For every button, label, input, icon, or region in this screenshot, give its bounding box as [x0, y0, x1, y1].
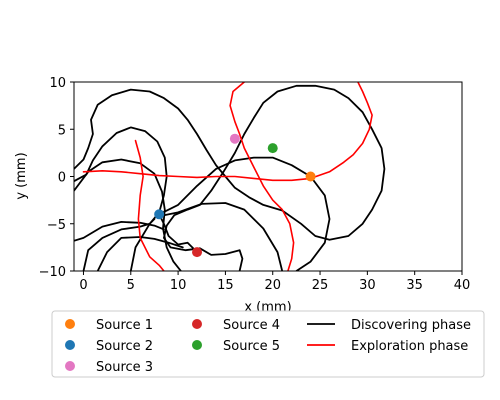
exploration-phase-path-2 [229, 82, 295, 271]
exploration-phase-path-0 [82, 82, 373, 182]
y-tick-label: −5 [47, 218, 66, 233]
discovering-phase-path-8 [74, 84, 386, 271]
source-2-point [154, 209, 165, 220]
discovering-phase-path-0 [74, 221, 165, 242]
legend-box [51, 310, 485, 378]
axis-ticks: 0 5 10 15 20 25 30 35 40 −10 −5 0 5 10 [39, 76, 471, 293]
x-tick-label: 25 [312, 278, 329, 293]
x-tick-label: 40 [454, 278, 471, 293]
source-1-legend-label: Source 1 [96, 318, 153, 333]
source-1-legend-marker [65, 319, 75, 329]
source-3-legend-marker [65, 361, 75, 371]
source-3-point [229, 133, 240, 144]
x-tick-label: 35 [406, 278, 423, 293]
y-tick-label: −10 [39, 265, 66, 280]
x-tick-label: 15 [217, 278, 234, 293]
source-1-point [305, 171, 316, 182]
source-4-point [192, 247, 203, 258]
source-4-legend-marker [192, 319, 202, 329]
x-tick-label: 30 [359, 278, 376, 293]
source-points [154, 133, 316, 258]
discovering-phase-path-7 [74, 158, 182, 271]
x-tick-label: 5 [127, 278, 135, 293]
x-tick-label: 0 [79, 278, 87, 293]
source-5-legend-label: Source 5 [223, 339, 280, 354]
exploration-phase-legend-label: Exploration phase [351, 339, 468, 354]
source-3-legend-label: Source 3 [96, 360, 153, 375]
y-tick-label: 5 [58, 123, 66, 138]
legend: Source 1 Source 2 Source 3 Source 4 Source 5… [51, 310, 485, 378]
source-4-legend-label: Source 4 [223, 318, 280, 333]
plot-data [74, 82, 386, 271]
x-tick-label: 20 [264, 278, 281, 293]
discovering-phase-legend-label: Discovering phase [351, 318, 471, 333]
x-tick-label: 10 [170, 278, 187, 293]
y-tick-label: 10 [49, 76, 66, 91]
source-5-legend-marker [192, 340, 202, 350]
exploration-phase-path-1 [134, 139, 165, 271]
source-2-legend-marker [65, 340, 75, 350]
source-5-point [267, 143, 278, 154]
discovering-phase-path-6 [74, 126, 168, 271]
y-axis-label: y (mm) [14, 152, 29, 199]
source-2-legend-label: Source 2 [96, 339, 153, 354]
y-tick-label: 0 [58, 171, 66, 186]
